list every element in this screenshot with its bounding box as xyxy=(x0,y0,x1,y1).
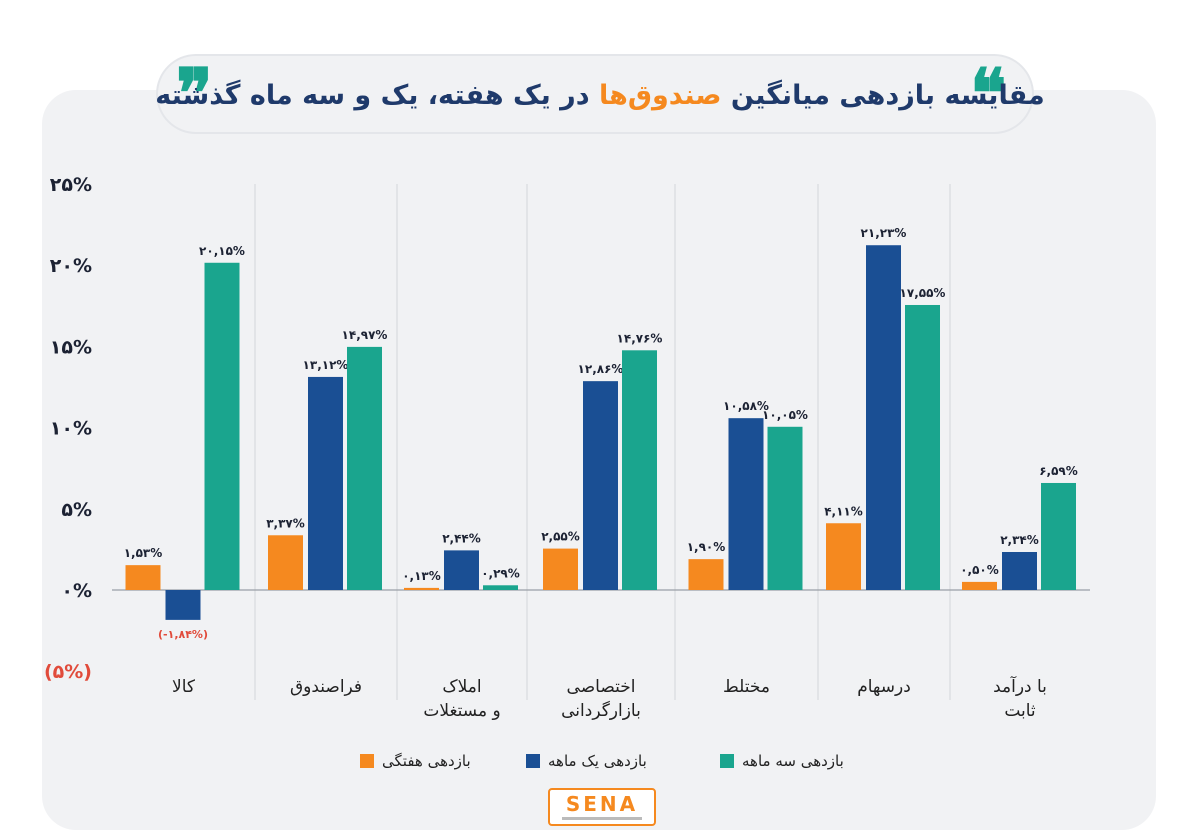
category-label: ثابت xyxy=(1004,701,1036,721)
data-label: ۱۴,۹۷% xyxy=(342,328,388,342)
bar-three_month xyxy=(905,304,940,590)
data-label: ۱,۹۰% xyxy=(687,540,726,554)
quote-open-icon: ❞ xyxy=(176,54,213,134)
bar-one_month xyxy=(165,590,201,620)
bar-weekly xyxy=(404,587,439,590)
data-label: ۲,۵۵% xyxy=(541,530,580,544)
legend-label-three-month: بازدهی سه ماهه xyxy=(742,752,844,770)
category-label: با درآمد xyxy=(993,675,1047,697)
legend-label-weekly: بازدهی هفتگی xyxy=(382,752,471,770)
bar-one_month xyxy=(583,381,618,590)
bar-three_month xyxy=(204,262,240,590)
bar-three_month xyxy=(1041,482,1076,590)
logo-text: SENA xyxy=(565,792,639,816)
data-label: ۱۳,۱۲% xyxy=(303,358,349,372)
data-label: ۲۰,۱۵% xyxy=(199,244,245,258)
data-label: ۰,۱۳% xyxy=(402,569,441,583)
data-label: ۱۲,۸۶% xyxy=(578,362,624,376)
y-tick-label: ۲۰% xyxy=(50,255,92,277)
bar-three_month xyxy=(483,585,518,590)
legend-item-weekly: بازدهی هفتگی xyxy=(360,748,481,774)
y-tick-label: ۱۵% xyxy=(50,336,92,358)
data-label: ۱۰,۵۸% xyxy=(723,399,769,413)
legend-swatch-weekly xyxy=(360,754,374,768)
data-label: ۰,۵۰% xyxy=(960,563,999,577)
data-label: ۱۷,۵۵% xyxy=(900,286,946,300)
bar-weekly xyxy=(826,523,861,590)
bar-one_month xyxy=(728,418,764,590)
data-label: ۶,۵۹% xyxy=(1039,464,1078,478)
data-label: ۱۴,۷۶% xyxy=(617,331,663,345)
bar-three_month xyxy=(347,346,382,590)
legend-item-three-month: بازدهی سه ماهه xyxy=(720,748,854,774)
data-label: ۱۰,۰۵% xyxy=(762,408,808,422)
legend-swatch-three-month xyxy=(720,754,734,768)
data-label: ۲۱,۲۳% xyxy=(861,226,907,240)
quote-close-icon: ❝ xyxy=(970,54,1007,134)
legend-swatch-one-month xyxy=(526,754,540,768)
category-label: درسهام xyxy=(857,677,911,697)
title-banner xyxy=(158,56,1032,132)
y-tick-label: ۱۰% xyxy=(50,418,92,440)
title-part-2: در یک هفته، یک و سه ماه گذشته xyxy=(155,79,590,111)
data-label: ۴,۱۱% xyxy=(824,504,863,518)
title-highlight: صندوق‌ها xyxy=(599,79,722,111)
category-label: اختصاصی xyxy=(567,677,636,697)
category-label: و مستغلات xyxy=(423,701,500,721)
legend: بازدهی سه ماهه بازدهی یک ماهه بازدهی هفت… xyxy=(330,748,890,774)
bar-weekly xyxy=(125,565,161,590)
bar-weekly xyxy=(268,535,303,590)
category-label: مختلط xyxy=(723,677,770,697)
logo-underline xyxy=(562,817,642,820)
data-label: ۱,۵۳% xyxy=(124,546,163,560)
category-label: املاک xyxy=(442,677,481,697)
category-label: کالا xyxy=(172,677,196,697)
bar-weekly xyxy=(543,548,578,590)
y-tick-label: (۵%) xyxy=(44,661,92,683)
category-label: فراصندوق xyxy=(290,677,362,697)
data-label: ۳,۳۷% xyxy=(266,516,305,530)
bar-one_month xyxy=(1002,551,1037,590)
bar-three_month xyxy=(767,426,803,590)
title-part-1: مقایسه بازدهی میانگین xyxy=(730,79,1045,111)
bar-three_month xyxy=(622,350,657,590)
y-tick-label: ۲۵% xyxy=(50,174,92,196)
data-label: ۰,۲۹% xyxy=(481,566,520,580)
bar-weekly xyxy=(688,559,724,590)
sena-logo: SENA xyxy=(548,788,656,826)
category-label: بازارگردانی xyxy=(561,700,641,721)
y-tick-label: ۰% xyxy=(61,580,92,602)
data-label: ۲,۳۴% xyxy=(1000,533,1039,547)
bar-one_month xyxy=(866,245,901,590)
y-tick-label: ۵% xyxy=(61,499,92,521)
legend-label-one-month: بازدهی یک ماهه xyxy=(548,752,647,770)
chart-title: مقایسه بازدهی میانگین صندوق‌ها در یک هفت… xyxy=(155,70,1044,120)
legend-item-one-month: بازدهی یک ماهه xyxy=(526,748,657,774)
data-label: ۲,۴۴% xyxy=(442,531,481,545)
data-label: (-۱,۸۴%) xyxy=(158,628,208,641)
bar-one_month xyxy=(444,550,479,590)
bar-one_month xyxy=(308,376,343,590)
bar-weekly xyxy=(962,581,997,590)
